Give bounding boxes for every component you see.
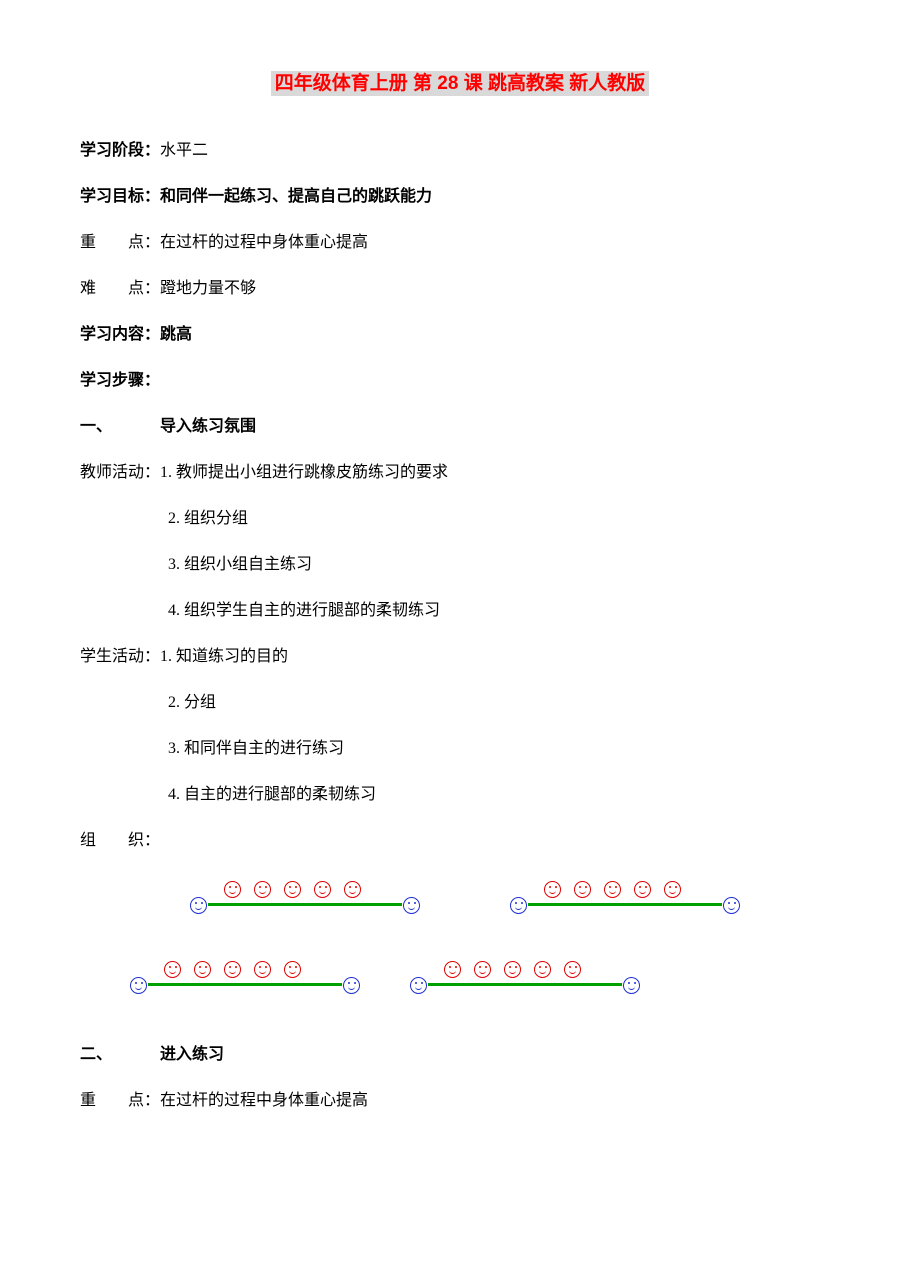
organization-diagram [80, 883, 840, 993]
smiley-icon [224, 961, 241, 978]
smiley-icon [224, 881, 241, 898]
smiley-icon [254, 961, 271, 978]
difficulty-value: 蹬地力量不够 [160, 280, 256, 297]
teacher-item-0: 教师活动：1. 教师提出小组进行跳橡皮筋练习的要求 [80, 461, 840, 485]
smiley-icon [344, 881, 361, 898]
smiley-icon [194, 961, 211, 978]
content-label: 学习内容： [80, 326, 160, 343]
section-2-keypoint-label: 重 点： [80, 1092, 160, 1109]
smiley-icon [164, 961, 181, 978]
student-item-2: 3. 和同伴自主的进行练习 [80, 737, 840, 761]
section-2-title: 进入练习 [160, 1046, 224, 1063]
student-item-3: 4. 自主的进行腿部的柔韧练习 [80, 783, 840, 807]
diagram-group [510, 883, 740, 913]
steps-label: 学习步骤： [80, 369, 840, 393]
title-text: 四年级体育上册 第 28 课 跳高教案 新人教版 [271, 71, 650, 96]
smiley-icon [534, 961, 551, 978]
goal-label: 学习目标： [80, 188, 160, 205]
smiley-icon [504, 961, 521, 978]
diagram-row-2 [130, 963, 840, 993]
content-line: 学习内容：跳高 [80, 323, 840, 347]
difficulty-line: 难 点：蹬地力量不够 [80, 277, 840, 301]
stage-value: 水平二 [160, 142, 208, 159]
diagram-group [190, 883, 420, 913]
page-title: 四年级体育上册 第 28 课 跳高教案 新人教版 [80, 70, 840, 99]
smiley-icon [564, 961, 581, 978]
section-1-heading: 一、导入练习氛围 [80, 415, 840, 439]
difficulty-label: 难 点： [80, 280, 160, 297]
stage-line: 学习阶段：水平二 [80, 139, 840, 163]
student-item-0: 学生活动：1. 知道练习的目的 [80, 645, 840, 669]
diagram-row-1 [130, 883, 840, 913]
teacher-item-1: 2. 组织分组 [80, 507, 840, 531]
smiley-icon [444, 961, 461, 978]
keypoint-line: 重 点：在过杆的过程中身体重心提高 [80, 231, 840, 255]
goal-value: 和同伴一起练习、提高自己的跳跃能力 [160, 188, 432, 205]
diagram-bar [208, 903, 402, 906]
section-2-keypoint-value: 在过杆的过程中身体重心提高 [160, 1092, 368, 1109]
smiley-icon [634, 881, 651, 898]
smiley-icon [284, 961, 301, 978]
smiley-icon [314, 881, 331, 898]
student-text-0: 1. 知道练习的目的 [160, 648, 288, 665]
student-label: 学生活动： [80, 648, 160, 665]
teacher-item-2: 3. 组织小组自主练习 [80, 553, 840, 577]
smiley-icon [474, 961, 491, 978]
smiley-icon [604, 881, 621, 898]
smiley-icon [664, 881, 681, 898]
diagram-group [410, 963, 640, 993]
diagram-group [130, 963, 360, 993]
org-label: 组 织： [80, 829, 840, 853]
section-2-heading: 二、进入练习 [80, 1043, 840, 1067]
smiley-icon [574, 881, 591, 898]
smiley-icon [343, 977, 360, 994]
diagram-bar [428, 983, 622, 986]
teacher-label: 教师活动： [80, 464, 160, 481]
smiley-icon [544, 881, 561, 898]
diagram-bar [528, 903, 722, 906]
section-2-num: 二、 [80, 1043, 160, 1067]
smiley-icon [130, 977, 147, 994]
student-item-1: 2. 分组 [80, 691, 840, 715]
smiley-icon [190, 897, 207, 914]
section-1-title: 导入练习氛围 [160, 418, 256, 435]
stage-label: 学习阶段： [80, 142, 160, 159]
content-value: 跳高 [160, 326, 192, 343]
smiley-icon [723, 897, 740, 914]
keypoint-label: 重 点： [80, 234, 160, 251]
smiley-icon [410, 977, 427, 994]
goal-line: 学习目标：和同伴一起练习、提高自己的跳跃能力 [80, 185, 840, 209]
teacher-item-3: 4. 组织学生自主的进行腿部的柔韧练习 [80, 599, 840, 623]
section-2-keypoint: 重 点：在过杆的过程中身体重心提高 [80, 1089, 840, 1113]
smiley-icon [284, 881, 301, 898]
smiley-icon [403, 897, 420, 914]
diagram-bar [148, 983, 342, 986]
smiley-icon [254, 881, 271, 898]
smiley-icon [510, 897, 527, 914]
keypoint-value: 在过杆的过程中身体重心提高 [160, 234, 368, 251]
section-1-num: 一、 [80, 415, 160, 439]
teacher-text-0: 1. 教师提出小组进行跳橡皮筋练习的要求 [160, 464, 448, 481]
smiley-icon [623, 977, 640, 994]
